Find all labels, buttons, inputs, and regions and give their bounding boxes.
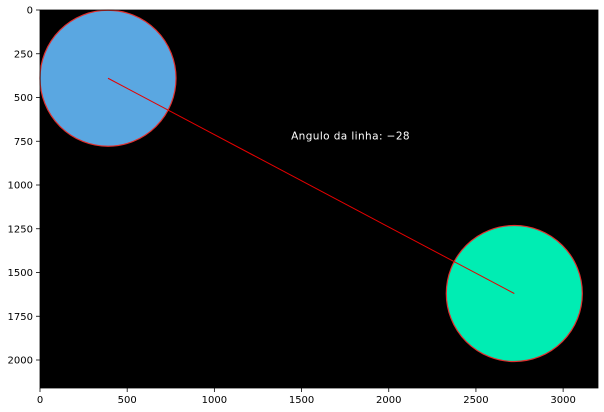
x-tick-label: 1500 <box>289 395 314 406</box>
y-tick-label: 1000 <box>8 181 33 192</box>
plot-marks <box>39 9 583 363</box>
y-tick-label: 0 <box>27 6 33 17</box>
plot-frame <box>39 9 599 389</box>
y-tick-label: 1500 <box>8 268 33 279</box>
y-tick-label: 250 <box>14 49 33 60</box>
y-axis: 0 250 500 750 1000 1250 1500 1750 2000 <box>8 6 40 367</box>
y-tick-label: 1250 <box>8 224 33 235</box>
y-tick-label: 2000 <box>8 356 33 367</box>
y-tick-label: 1750 <box>8 312 33 323</box>
x-tick-label: 500 <box>118 395 137 406</box>
y-tick-label: 500 <box>14 93 33 104</box>
x-tick-label: 3000 <box>550 395 575 406</box>
x-tick-label: 2000 <box>376 395 401 406</box>
x-axis: 0 500 1000 1500 2000 2500 3000 <box>37 388 576 406</box>
x-tick-label: 2500 <box>463 395 488 406</box>
x-tick-label: 0 <box>37 395 43 406</box>
y-tick-label: 750 <box>14 137 33 148</box>
line-angle-annotation: Angulo da linha: −28 <box>291 131 410 143</box>
connecting-line <box>107 77 515 294</box>
x-tick-label: 1000 <box>202 395 227 406</box>
